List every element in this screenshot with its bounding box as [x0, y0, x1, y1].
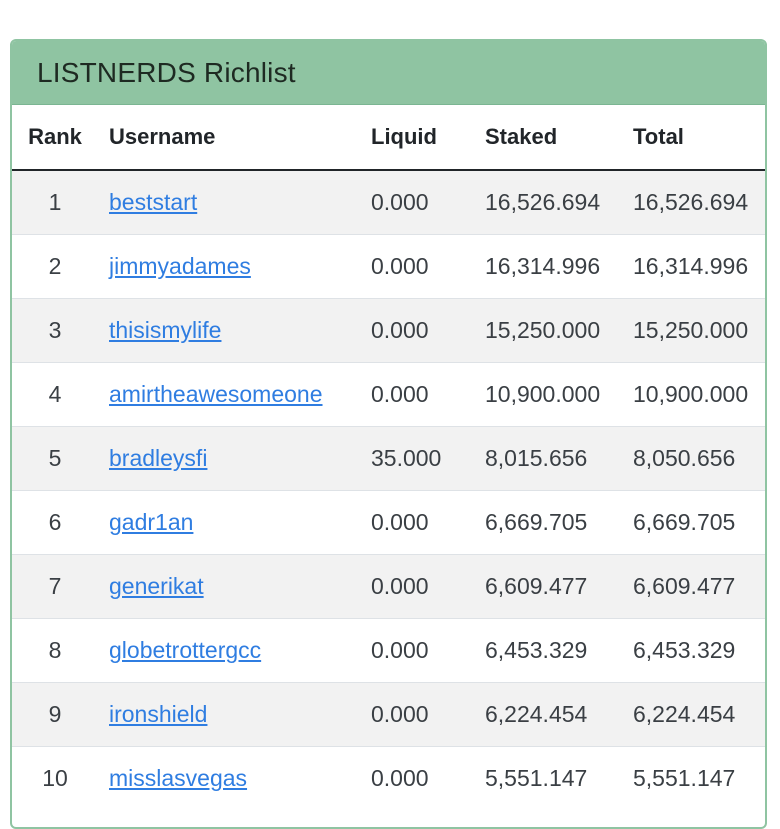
total-cell: 16,314.996 — [622, 234, 765, 299]
liquid-cell: 0.000 — [360, 554, 474, 619]
column-header-staked: Staked — [474, 105, 622, 171]
rank-cell: 4 — [12, 362, 98, 427]
liquid-cell: 0.000 — [360, 746, 474, 810]
table-row: 8 globetrottergcc 0.000 6,453.329 6,453.… — [12, 618, 765, 683]
staked-cell: 6,609.477 — [474, 554, 622, 619]
column-header-username: Username — [98, 105, 360, 171]
column-header-liquid: Liquid — [360, 105, 474, 171]
staked-cell: 6,669.705 — [474, 490, 622, 555]
liquid-cell: 0.000 — [360, 618, 474, 683]
total-cell: 16,526.694 — [622, 169, 765, 235]
total-cell: 6,609.477 — [622, 554, 765, 619]
rank-cell: 9 — [12, 682, 98, 747]
username-cell: generikat — [98, 554, 360, 619]
username-link[interactable]: beststart — [109, 189, 198, 215]
table-row: 5 bradleysfi 35.000 8,015.656 8,050.656 — [12, 426, 765, 491]
card-header: LISTNERDS Richlist — [12, 41, 765, 105]
username-cell: amirtheawesomeone — [98, 362, 360, 427]
liquid-cell: 0.000 — [360, 490, 474, 555]
table-row: 2 jimmyadames 0.000 16,314.996 16,314.99… — [12, 234, 765, 299]
staked-cell: 16,314.996 — [474, 234, 622, 299]
username-link[interactable]: jimmyadames — [109, 253, 251, 279]
table-row: 7 generikat 0.000 6,609.477 6,609.477 — [12, 554, 765, 619]
table-row: 1 beststart 0.000 16,526.694 16,526.694 — [12, 169, 765, 235]
username-link[interactable]: generikat — [109, 573, 204, 599]
liquid-cell: 0.000 — [360, 682, 474, 747]
total-cell: 5,551.147 — [622, 746, 765, 810]
table-row: 6 gadr1an 0.000 6,669.705 6,669.705 — [12, 490, 765, 555]
richlist-table: Rank Username Liquid Staked Total 1 best… — [12, 105, 765, 810]
username-link[interactable]: amirtheawesomeone — [109, 381, 323, 407]
staked-cell: 5,551.147 — [474, 746, 622, 810]
table-row: 9 ironshield 0.000 6,224.454 6,224.454 — [12, 682, 765, 747]
rank-cell: 2 — [12, 234, 98, 299]
staked-cell: 8,015.656 — [474, 426, 622, 491]
staked-cell: 6,453.329 — [474, 618, 622, 683]
username-link[interactable]: globetrottergcc — [109, 637, 262, 663]
username-link[interactable]: thisismylife — [109, 317, 222, 343]
total-cell: 8,050.656 — [622, 426, 765, 491]
username-cell: beststart — [98, 169, 360, 235]
table-row: 4 amirtheawesomeone 0.000 10,900.000 10,… — [12, 362, 765, 427]
liquid-cell: 35.000 — [360, 426, 474, 491]
column-header-rank: Rank — [12, 105, 98, 171]
liquid-cell: 0.000 — [360, 169, 474, 235]
username-link[interactable]: bradleysfi — [109, 445, 208, 471]
username-cell: jimmyadames — [98, 234, 360, 299]
liquid-cell: 0.000 — [360, 362, 474, 427]
column-header-total: Total — [622, 105, 765, 171]
username-cell: bradleysfi — [98, 426, 360, 491]
liquid-cell: 0.000 — [360, 234, 474, 299]
username-cell: misslasvegas — [98, 746, 360, 810]
rank-cell: 5 — [12, 426, 98, 491]
total-cell: 10,900.000 — [622, 362, 765, 427]
total-cell: 15,250.000 — [622, 298, 765, 363]
username-cell: globetrottergcc — [98, 618, 360, 683]
username-cell: gadr1an — [98, 490, 360, 555]
rank-cell: 3 — [12, 298, 98, 363]
username-cell: ironshield — [98, 682, 360, 747]
staked-cell: 6,224.454 — [474, 682, 622, 747]
total-cell: 6,669.705 — [622, 490, 765, 555]
total-cell: 6,224.454 — [622, 682, 765, 747]
table-body: 1 beststart 0.000 16,526.694 16,526.694 … — [12, 169, 765, 810]
header-row: Rank Username Liquid Staked Total — [12, 105, 765, 171]
table-header: Rank Username Liquid Staked Total — [12, 105, 765, 171]
table-row: 3 thisismylife 0.000 15,250.000 15,250.0… — [12, 298, 765, 363]
richlist-card: LISTNERDS Richlist Rank Username Liquid … — [10, 39, 767, 829]
staked-cell: 16,526.694 — [474, 169, 622, 235]
rank-cell: 7 — [12, 554, 98, 619]
liquid-cell: 0.000 — [360, 298, 474, 363]
staked-cell: 10,900.000 — [474, 362, 622, 427]
staked-cell: 15,250.000 — [474, 298, 622, 363]
rank-cell: 6 — [12, 490, 98, 555]
rank-cell: 8 — [12, 618, 98, 683]
username-link[interactable]: gadr1an — [109, 509, 194, 535]
username-cell: thisismylife — [98, 298, 360, 363]
username-link[interactable]: ironshield — [109, 701, 208, 727]
table-row: 10 misslasvegas 0.000 5,551.147 5,551.14… — [12, 746, 765, 810]
card-title: LISTNERDS Richlist — [37, 56, 296, 88]
rank-cell: 10 — [12, 746, 98, 810]
total-cell: 6,453.329 — [622, 618, 765, 683]
rank-cell: 1 — [12, 169, 98, 235]
username-link[interactable]: misslasvegas — [109, 765, 248, 791]
